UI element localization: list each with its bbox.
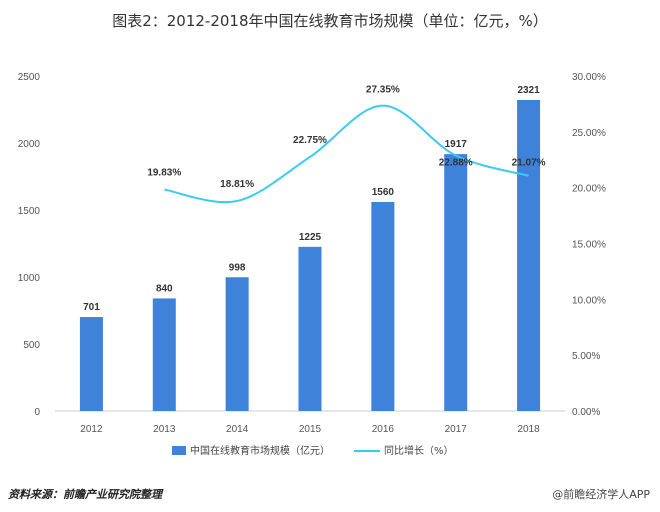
- x-tick-label: 2015: [299, 424, 322, 435]
- legend-bar-label: 中国在线教育市场规模（亿元）: [190, 444, 330, 457]
- growth-line: [164, 104, 529, 204]
- bar: [517, 99, 541, 412]
- bars-layer: [79, 99, 541, 412]
- x-tick-label: 2013: [153, 424, 176, 435]
- line-value-label: 27.35%: [366, 85, 400, 96]
- y-right-tick-label: 20.00%: [572, 184, 606, 195]
- labels-layer: 701 840 998 1225 1560 1917 2321 19.83% 18.81% 22.…: [83, 85, 546, 313]
- legend-layer: 中国在线教育市场规模（亿元） 同比增长（%）: [172, 444, 454, 457]
- y-left-tick-label: 500: [23, 340, 40, 351]
- bar-value-label: 840: [156, 283, 173, 294]
- chart-title: 图表2：2012-2018年中国在线教育市场规模（单位：亿元，%）: [112, 12, 548, 30]
- line-value-label: 22.88%: [439, 158, 473, 169]
- bar-value-label: 2321: [517, 85, 540, 96]
- y-right-tick-label: 25.00%: [572, 128, 606, 139]
- line-layer: [164, 104, 529, 204]
- credit-note: @前瞻经济学人APP: [552, 488, 650, 501]
- bar-value-label: 1225: [299, 232, 322, 243]
- bar: [152, 298, 176, 411]
- bar: [298, 246, 322, 411]
- y-left-tick-label: 0: [34, 407, 40, 418]
- y-right-tick-label: 15.00%: [572, 240, 606, 251]
- bar-value-label: 998: [229, 262, 246, 273]
- x-tick-label: 2018: [517, 424, 540, 435]
- line-value-label: 18.81%: [220, 179, 254, 190]
- legend-bar-swatch: [172, 446, 186, 455]
- bar: [225, 277, 249, 411]
- source-note: 资料来源：前瞻产业研究院整理: [8, 488, 162, 501]
- y-left-tick-label: 2000: [18, 139, 41, 150]
- line-value-label: 19.83%: [147, 168, 181, 179]
- bar-value-label: 1917: [445, 139, 468, 150]
- line-value-label: 22.75%: [293, 135, 327, 146]
- y-right-tick-label: 5.00%: [572, 351, 600, 362]
- y-left-tick-label: 1500: [18, 206, 41, 217]
- x-tick-label: 2014: [226, 424, 249, 435]
- y-left-tick-label: 2500: [18, 72, 41, 83]
- bar-value-label: 701: [83, 302, 100, 313]
- bar-value-label: 1560: [372, 187, 395, 198]
- line-value-label: 21.07%: [512, 158, 546, 169]
- bar: [444, 154, 468, 411]
- y-right-tick-label: 10.00%: [572, 295, 606, 306]
- y-right-tick-label: 0.00%: [572, 407, 600, 418]
- y-right-tick-label: 30.00%: [572, 72, 606, 83]
- x-tick-label: 2016: [372, 424, 395, 435]
- bar: [79, 317, 103, 411]
- y-left-tick-label: 1000: [18, 273, 41, 284]
- x-tick-label: 2012: [80, 424, 103, 435]
- bar: [371, 201, 395, 411]
- legend-line-label: 同比增长（%）: [384, 444, 454, 457]
- x-tick-label: 2017: [445, 424, 468, 435]
